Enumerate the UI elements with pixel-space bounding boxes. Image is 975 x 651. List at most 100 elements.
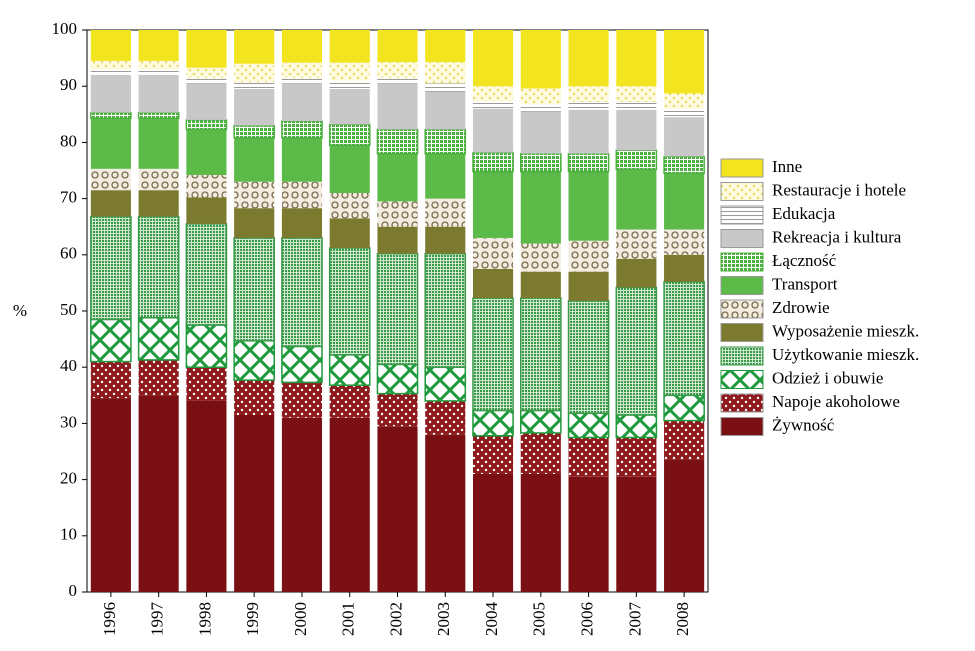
bar-segment xyxy=(186,67,227,78)
x-tick-label: 2008 xyxy=(673,602,692,636)
bar-segment xyxy=(90,118,131,169)
bar-segment xyxy=(234,30,275,64)
bar-segment xyxy=(520,432,561,474)
bar-segment xyxy=(616,169,657,230)
bar-segment xyxy=(329,192,370,219)
bar-segment xyxy=(281,83,323,122)
legend-label: Odzież i obuwie xyxy=(772,368,883,387)
y-tick-label: 30 xyxy=(60,412,77,431)
bar-segment xyxy=(425,153,466,199)
legend-label: Zdrowie xyxy=(772,298,830,317)
legend-swatch xyxy=(720,417,764,436)
bar-segment xyxy=(663,394,705,422)
bar-segment xyxy=(137,215,180,319)
bar-segment xyxy=(234,380,275,415)
x-tick-label: 2003 xyxy=(434,602,453,636)
bar-segment xyxy=(137,111,180,119)
x-tick-label: 2007 xyxy=(625,602,644,637)
bar-segment xyxy=(90,215,132,321)
bar-segment xyxy=(377,62,418,78)
bar-segment xyxy=(520,30,561,89)
bar-segment xyxy=(377,30,418,63)
bar-segment xyxy=(425,62,466,84)
bar-segment xyxy=(329,89,370,125)
legend-swatch xyxy=(720,182,764,201)
bar-segment xyxy=(185,119,228,131)
bar-segment xyxy=(519,297,562,412)
bar-segment xyxy=(376,128,419,155)
bar-segment xyxy=(664,459,705,592)
legend-label: Żywność xyxy=(772,415,835,434)
bar-segment xyxy=(664,108,705,118)
bar-segment xyxy=(186,367,227,401)
bar-segment xyxy=(234,82,275,90)
bar-segment xyxy=(472,101,514,109)
y-tick-label: 50 xyxy=(60,300,77,319)
bar-segment xyxy=(568,30,609,87)
bar-segment xyxy=(138,168,179,191)
bar-segment xyxy=(472,409,514,437)
bar-segment xyxy=(567,152,610,173)
bar-segment xyxy=(186,400,227,592)
bar-segment xyxy=(329,417,370,592)
bar-segment xyxy=(568,101,609,110)
bar-segment xyxy=(90,60,131,70)
bar-segment xyxy=(281,77,323,84)
bar-segment xyxy=(376,252,419,366)
bar-segment xyxy=(663,281,705,397)
y-tick-label: 70 xyxy=(60,188,77,207)
bar-segment xyxy=(138,359,179,396)
bar-segment xyxy=(90,74,131,113)
bar-segment xyxy=(472,171,514,238)
bar-segment xyxy=(138,395,179,592)
bar-segment xyxy=(568,109,609,154)
legend-swatch xyxy=(720,299,764,319)
bar-segment xyxy=(425,30,466,63)
bar-segment xyxy=(664,229,705,255)
bar-segment xyxy=(377,77,418,84)
bar-segment xyxy=(138,118,179,169)
bar-segment xyxy=(90,190,131,217)
x-tick-label: 1997 xyxy=(148,602,167,637)
legend-label: Napoje akoholowe xyxy=(772,392,900,411)
x-tick-label: 1999 xyxy=(243,602,262,636)
legend-label: Transport xyxy=(772,274,838,293)
bar-segment xyxy=(138,60,179,70)
bar-segment xyxy=(138,74,179,113)
bar-segment xyxy=(664,93,705,109)
bar-segment xyxy=(424,366,467,402)
bar-segment xyxy=(328,354,371,386)
legend-swatch xyxy=(720,323,764,342)
bar-segment xyxy=(377,393,418,427)
bar-segment xyxy=(90,168,131,191)
legend-label: Inne xyxy=(772,157,802,176)
y-tick-label: 80 xyxy=(60,131,77,150)
bar-segment xyxy=(376,363,419,395)
bar-segment xyxy=(616,109,657,151)
bar-segment xyxy=(281,237,323,348)
bar-segment xyxy=(472,473,514,592)
bar-segment xyxy=(568,240,609,272)
bar-segment xyxy=(234,181,275,209)
bar-segment xyxy=(664,420,705,460)
bar-segment xyxy=(90,30,131,61)
y-tick-label: 10 xyxy=(60,525,77,544)
bar-segment xyxy=(425,226,466,254)
bar-segment xyxy=(329,145,370,193)
legend-swatch xyxy=(720,205,764,225)
bar-segment xyxy=(137,316,180,361)
x-tick-label: 2006 xyxy=(577,602,596,636)
bar-segment xyxy=(568,86,609,102)
bar-segment xyxy=(520,171,561,244)
bar-segment xyxy=(425,198,466,227)
bar-segment xyxy=(616,229,657,259)
bar-segment xyxy=(377,226,418,254)
legend-label: Restauracje i hotele xyxy=(772,180,906,199)
legend-swatch xyxy=(720,158,764,178)
legend-swatch xyxy=(720,276,764,295)
bar-segment xyxy=(425,434,466,592)
bar-segment xyxy=(281,181,323,209)
bar-segment xyxy=(520,473,561,592)
bar-segment xyxy=(616,258,657,288)
